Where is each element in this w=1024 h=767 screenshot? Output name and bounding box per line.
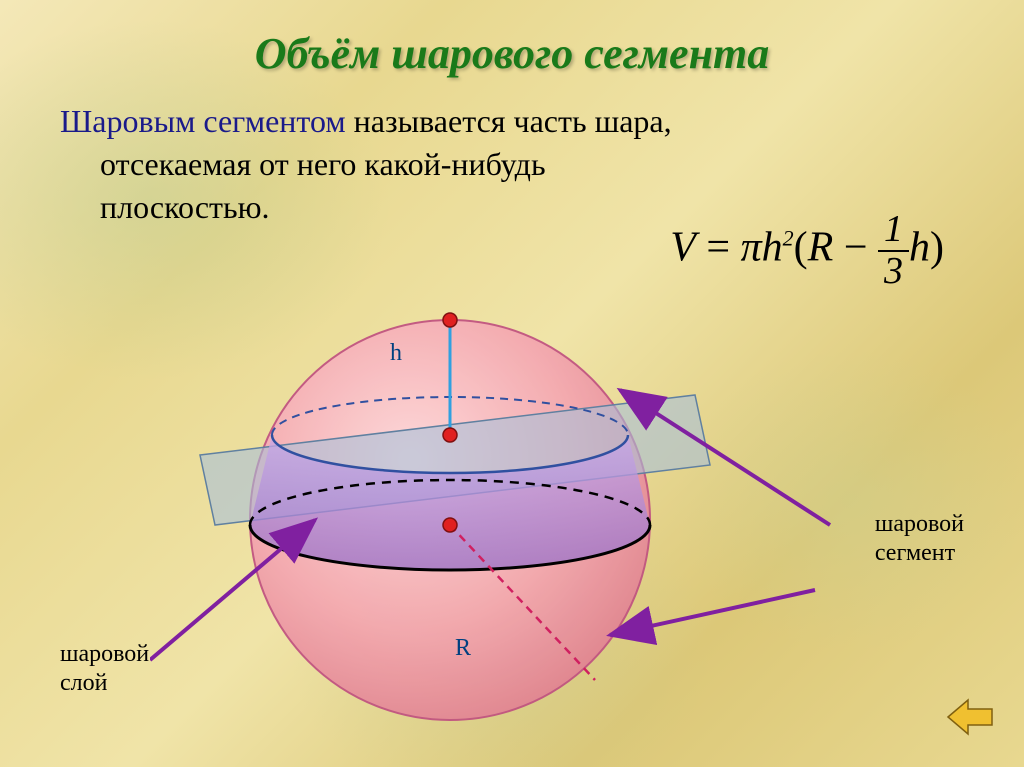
volume-formula: V = πh2(R − 13h) — [670, 210, 944, 292]
nav-back-button[interactable] — [946, 697, 994, 737]
label-layer-l2: слой — [60, 670, 107, 696]
formula-open: ( — [794, 225, 808, 271]
frac-den: 3 — [878, 252, 909, 292]
frac-num: 1 — [878, 210, 909, 252]
term-highlight: Шаровым сегментом — [60, 103, 346, 139]
formula-eq: = — [696, 225, 741, 271]
label-segment: шаровой сегмент — [875, 510, 964, 568]
definition-rest1: называется часть шара, — [346, 103, 672, 139]
label-segment-l1: шаровой — [875, 511, 964, 537]
label-R: R — [455, 635, 471, 662]
formula-R: R — [808, 225, 834, 271]
diagram-svg — [150, 290, 870, 750]
definition-line2: отсекаемая от него какой-нибудь — [60, 146, 546, 182]
label-h: h — [390, 340, 402, 367]
arrow-segment-lower — [610, 590, 815, 635]
definition-line3: плоскостью. — [60, 189, 270, 225]
formula-minus: − — [833, 225, 878, 271]
formula-h2: h — [909, 225, 930, 271]
formula-V: V — [670, 225, 696, 271]
slide-title: Объём шарового сегмента — [0, 28, 1024, 79]
back-arrow-icon — [946, 697, 994, 737]
formula-close: ) — [930, 225, 944, 271]
formula-h: h — [762, 225, 783, 271]
sphere-diagram — [150, 290, 750, 740]
dot-plane-center — [443, 428, 457, 442]
dot-sphere-center — [443, 518, 457, 532]
label-layer: шаровой слой — [60, 640, 149, 698]
label-segment-l2: сегмент — [875, 540, 955, 566]
formula-fraction: 13 — [878, 210, 909, 292]
formula-pi: π — [741, 225, 762, 271]
formula-exp: 2 — [783, 226, 794, 251]
dot-top — [443, 313, 457, 327]
label-layer-l1: шаровой — [60, 641, 149, 667]
